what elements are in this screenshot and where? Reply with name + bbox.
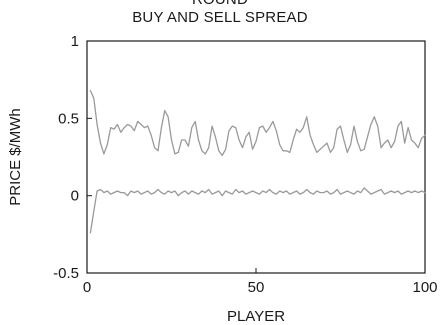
chart-title-line-2: BUY AND SELL SPREAD <box>132 9 308 26</box>
axis-ticks: -0.500.510 50 100 <box>53 33 437 296</box>
y-axis-label: PRICE $/MWh <box>7 108 24 206</box>
y-tick-label: 0.5 <box>58 110 79 127</box>
x-axis-label: PLAYER <box>227 308 285 325</box>
series-line-upper <box>89 89 426 157</box>
x-tick-label: 100 <box>412 279 437 296</box>
series-line-lower <box>89 187 426 234</box>
y-tick-label: -0.5 <box>53 265 79 282</box>
series-lines <box>89 89 426 234</box>
x-tick-label: 50 <box>248 279 265 296</box>
plot-area-frame <box>86 40 426 274</box>
x-tick-label: 0 <box>83 279 91 296</box>
y-tick-label: 0 <box>71 188 79 205</box>
y-tick-label: 1 <box>71 33 79 50</box>
chart-title-line-1: ROUND <box>0 0 440 8</box>
